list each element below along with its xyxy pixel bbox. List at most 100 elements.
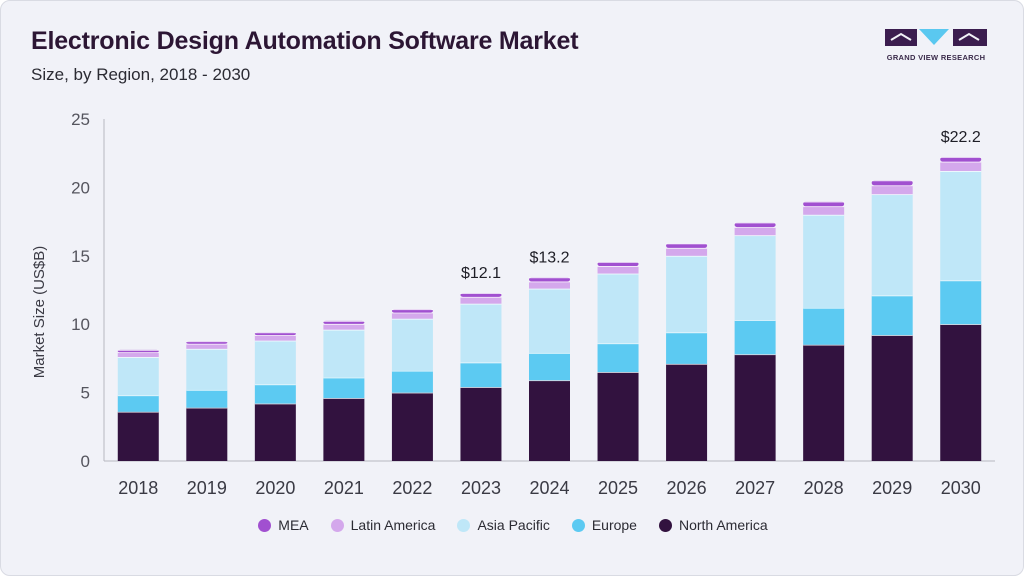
chart-subtitle: Size, by Region, 2018 - 2030 — [31, 65, 251, 84]
bar-segment-europe-2026 — [666, 332, 708, 364]
bar-segment-mea-2030 — [940, 157, 982, 162]
bar-segment-latin-america-2021 — [323, 323, 365, 330]
chart-title: Electronic Design Automation Software Ma… — [31, 27, 579, 55]
bar-segment-mea-2024 — [529, 277, 570, 282]
bar-segment-separator — [803, 344, 845, 346]
bar-segment-separator — [597, 343, 639, 345]
bar-segment-mea-2029 — [871, 180, 913, 186]
legend-swatch — [457, 518, 471, 532]
x-tick-label: 2025 — [598, 478, 638, 498]
legend-item-asia-pacific: Asia Pacific — [457, 517, 550, 533]
legend-label: Latin America — [350, 517, 436, 533]
bar-segment-separator — [391, 392, 433, 394]
bar-segment-separator — [529, 380, 570, 382]
legend-item-latin-america: Latin America — [330, 517, 436, 533]
bar-segment-europe-2018 — [117, 395, 159, 412]
bar-segment-latin-america-2027 — [734, 227, 776, 236]
bar-segment-separator — [666, 243, 708, 245]
legend-label: MEA — [278, 517, 309, 533]
chart-legend: MEA Latin America Asia Pacific Europe North … — [1, 517, 1023, 533]
bar-segment-separator — [391, 312, 433, 314]
bar-segment-mea-2025 — [597, 261, 639, 267]
bar-segment-separator — [871, 185, 913, 187]
bar-segment-north-america-2027 — [734, 354, 776, 461]
bar-segment-asia-pacific-2028 — [803, 214, 845, 308]
data-label-2030: $22.2 — [941, 129, 981, 146]
bar-segment-separator — [323, 329, 365, 331]
bar-segment-europe-2027 — [734, 320, 776, 355]
bar-segment-asia-pacific-2025 — [597, 273, 639, 344]
bar-segment-latin-america-2028 — [803, 206, 845, 215]
legend-swatch — [330, 518, 344, 532]
legend-item-mea: MEA — [258, 517, 309, 533]
bar-segment-latin-america-2018 — [117, 352, 159, 358]
bar-segment-separator — [391, 370, 433, 372]
bar-segment-asia-pacific-2023 — [460, 303, 502, 363]
bar-segment-separator — [803, 201, 845, 203]
bar-segment-latin-america-2019 — [186, 343, 228, 349]
bar-segment-separator — [734, 354, 776, 356]
x-tick-label: 2027 — [735, 478, 775, 498]
bar-segment-latin-america-2025 — [597, 266, 639, 274]
bar-segment-separator — [597, 261, 639, 263]
bar-segment-separator — [117, 411, 159, 413]
legend-label: North America — [678, 517, 768, 533]
bar-segment-separator — [734, 235, 776, 237]
bar-segment-europe-2024 — [529, 352, 570, 381]
bar-segment-separator — [529, 277, 570, 279]
bar-segment-separator — [871, 180, 913, 182]
bar-segment-separator — [117, 357, 159, 358]
bar-segment-asia-pacific-2024 — [529, 288, 570, 353]
bar-segment-separator — [117, 349, 159, 351]
bar-segment-separator — [803, 206, 845, 208]
bar-segment-north-america-2020 — [254, 403, 296, 461]
legend-swatch — [258, 518, 272, 532]
bar-segment-separator — [666, 363, 708, 365]
bar-segment-separator — [186, 343, 228, 345]
bar-segment-separator — [323, 377, 365, 379]
logo-mark-icon — [885, 29, 987, 46]
bar-segment-asia-pacific-2026 — [666, 255, 708, 333]
bar-segment-separator — [940, 170, 982, 172]
x-tick-label: 2021 — [324, 478, 364, 498]
x-tick-label: 2028 — [804, 478, 844, 498]
grand-view-research-logo: GRAND VIEW RESEARCH — [885, 27, 987, 63]
bar-segment-separator — [803, 214, 845, 216]
bar-segment-asia-pacific-2029 — [871, 194, 913, 296]
bar-segment-europe-2023 — [460, 362, 502, 388]
bar-segment-separator — [254, 340, 296, 342]
bar-segment-separator — [460, 362, 502, 364]
bar-segment-latin-america-2024 — [529, 281, 570, 289]
bar-segment-europe-2029 — [871, 295, 913, 336]
data-label-2024: $13.2 — [529, 249, 569, 266]
x-tick-label: 2019 — [187, 478, 227, 498]
bar-segment-separator — [597, 273, 639, 275]
bar-segment-separator — [940, 280, 982, 282]
bar-segment-asia-pacific-2022 — [391, 318, 433, 371]
bar-segment-north-america-2030 — [940, 324, 982, 461]
bar-segment-latin-america-2023 — [460, 296, 502, 304]
bar-segment-separator — [460, 296, 502, 298]
bar-segment-europe-2028 — [803, 307, 845, 345]
bar-segment-europe-2030 — [940, 280, 982, 325]
bar-segment-asia-pacific-2018 — [117, 357, 159, 396]
bar-segment-north-america-2026 — [666, 363, 708, 461]
bar-segment-separator — [254, 332, 296, 334]
legend-swatch — [571, 518, 585, 532]
legend-swatch — [658, 518, 672, 532]
bar-segment-separator — [460, 293, 502, 294]
x-tick-label: 2024 — [529, 478, 569, 498]
bar-segment-separator — [391, 309, 433, 311]
x-tick-label: 2022 — [392, 478, 432, 498]
bar-segment-mea-2023 — [460, 293, 502, 297]
bar-segment-latin-america-2026 — [666, 247, 708, 256]
bar-segment-separator — [803, 307, 845, 309]
bar-segment-separator — [940, 161, 982, 163]
bar-segment-separator — [117, 352, 159, 354]
bar-segment-asia-pacific-2027 — [734, 235, 776, 321]
bar-segment-separator — [734, 320, 776, 321]
bar-segment-asia-pacific-2030 — [940, 170, 982, 281]
x-tick-label: 2029 — [872, 478, 912, 498]
